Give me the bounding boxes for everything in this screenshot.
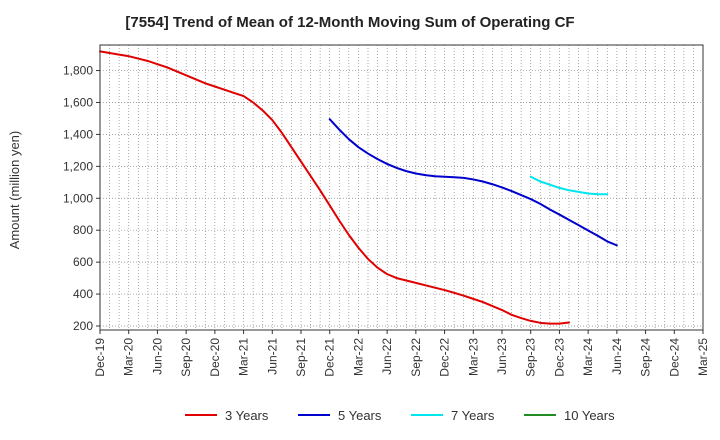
y-tick-label: 1,800 xyxy=(63,64,93,78)
series-layer xyxy=(99,50,618,325)
y-tick-label: 200 xyxy=(73,319,93,333)
y-tick-label: 1,400 xyxy=(63,127,93,141)
x-tick-label: Mar-20 xyxy=(122,338,136,376)
x-tick-label: Mar-21 xyxy=(237,338,251,376)
legend-label-5-years: 5 Years xyxy=(338,408,382,423)
x-tick-label: Sep-20 xyxy=(179,338,193,377)
chart-title: [7554] Trend of Mean of 12-Month Moving … xyxy=(125,14,574,31)
x-tick-label: Sep-23 xyxy=(524,338,538,377)
series-line-7-years xyxy=(529,175,609,196)
axis-layer: 200 400 600 800 1,000 1,200 1,400 1,600 1,800 Dec… xyxy=(63,44,710,377)
x-tick-label: Dec-20 xyxy=(208,338,222,377)
y-tick-label: 1,200 xyxy=(63,159,93,173)
x-tick-label: Jun-20 xyxy=(150,338,164,375)
x-tick-label: Mar-24 xyxy=(581,338,595,376)
x-tick-label: Mar-23 xyxy=(466,338,480,376)
x-tick-label: Sep-24 xyxy=(639,338,653,377)
y-tick-label: 800 xyxy=(73,223,93,237)
x-tick-label: Jun-23 xyxy=(495,338,509,375)
y-axis-label: Amount (million yen) xyxy=(7,131,22,250)
legend-label-10-years: 10 Years xyxy=(564,408,615,423)
x-tick-label: Jun-24 xyxy=(610,338,624,375)
x-tick-label: Mar-25 xyxy=(696,338,710,376)
x-tick-label: Dec-24 xyxy=(667,338,681,377)
series-line-5-years xyxy=(328,118,618,247)
legend-label-3-years: 3 Years xyxy=(225,408,269,423)
x-tick-label: Jun-21 xyxy=(265,338,279,375)
legend: 3 Years 5 Years 7 Years 10 Years xyxy=(185,408,615,423)
x-tick-label: Dec-19 xyxy=(93,338,107,377)
x-tick-label: Dec-21 xyxy=(323,338,337,377)
plot-frame xyxy=(99,44,704,331)
x-tick-label: Jun-22 xyxy=(380,338,394,375)
y-tick-label: 1,600 xyxy=(63,95,93,109)
series-line-3-years xyxy=(99,50,570,325)
x-tick-label: Dec-22 xyxy=(438,338,452,377)
x-tick-label: Mar-22 xyxy=(351,338,365,376)
x-tick-label: Dec-23 xyxy=(552,338,566,377)
legend-label-7-years: 7 Years xyxy=(451,408,495,423)
y-tick-label: 400 xyxy=(73,287,93,301)
y-tick-label: 1,000 xyxy=(63,191,93,205)
x-tick-label: Sep-21 xyxy=(294,338,308,377)
x-tick-label: Sep-22 xyxy=(409,338,423,377)
y-tick-label: 600 xyxy=(73,255,93,269)
